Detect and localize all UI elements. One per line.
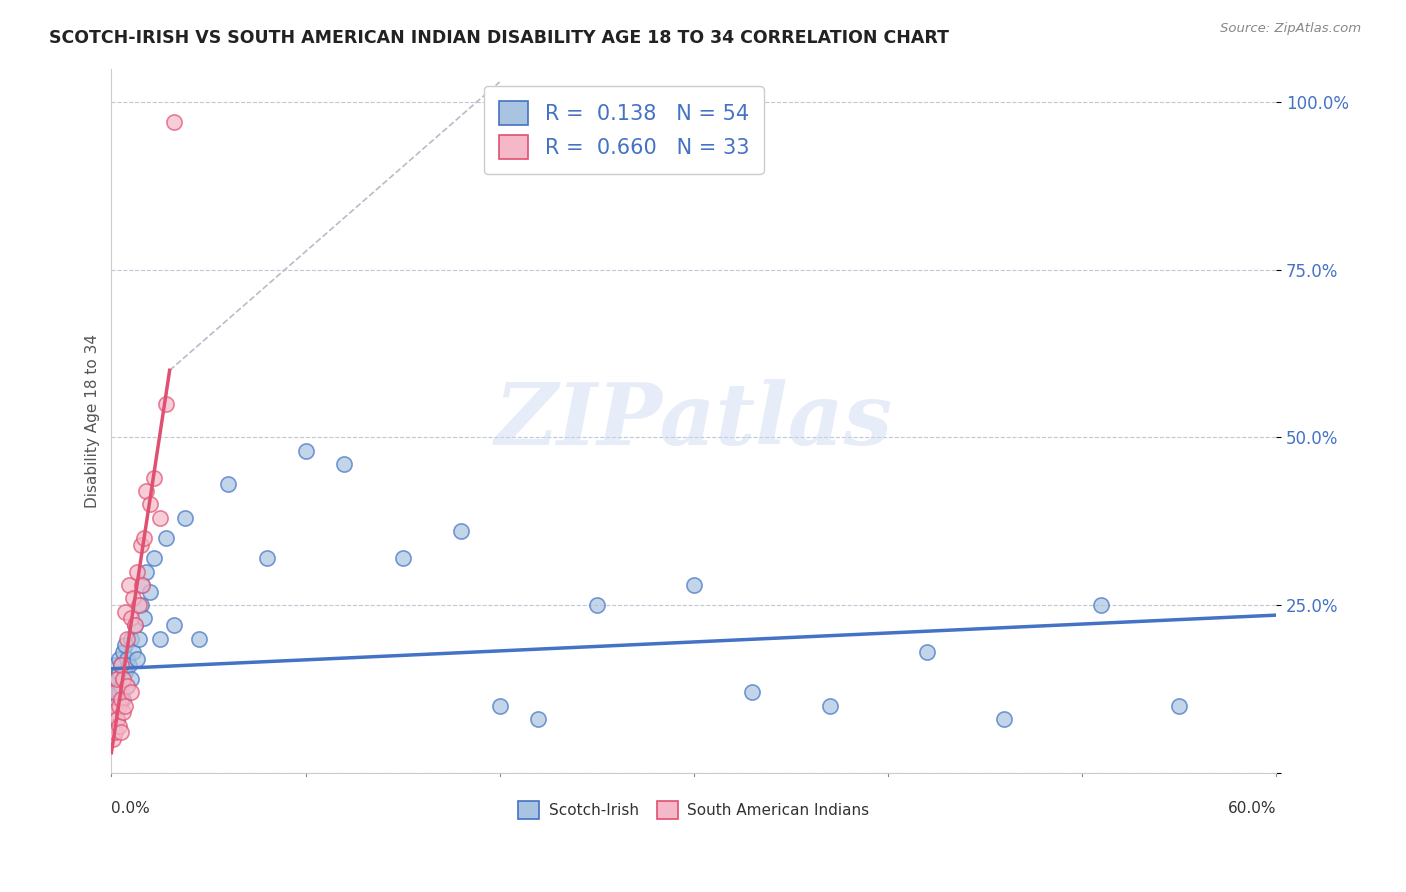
Point — [104, 679, 127, 693]
Point — [488, 698, 510, 713]
Point — [115, 679, 138, 693]
Point — [110, 725, 132, 739]
Point — [118, 658, 141, 673]
Text: SCOTCH-IRISH VS SOUTH AMERICAN INDIAN DISABILITY AGE 18 TO 34 CORRELATION CHART: SCOTCH-IRISH VS SOUTH AMERICAN INDIAN DI… — [49, 29, 949, 46]
Point — [1090, 598, 1112, 612]
Point — [115, 651, 138, 665]
Point — [818, 698, 841, 713]
Point — [139, 584, 162, 599]
Point — [124, 618, 146, 632]
Point — [129, 538, 152, 552]
Point — [120, 685, 142, 699]
Point — [105, 685, 128, 699]
Point — [112, 692, 135, 706]
Point — [128, 598, 150, 612]
Point — [115, 679, 138, 693]
Point — [104, 685, 127, 699]
Point — [915, 645, 938, 659]
Point — [115, 632, 138, 646]
Point — [128, 632, 150, 646]
Point — [129, 598, 152, 612]
Y-axis label: Disability Age 18 to 34: Disability Age 18 to 34 — [86, 334, 100, 508]
Point — [105, 712, 128, 726]
Point — [294, 443, 316, 458]
Point — [125, 565, 148, 579]
Point — [114, 638, 136, 652]
Point — [121, 645, 143, 659]
Legend: Scotch-Irish, South American Indians: Scotch-Irish, South American Indians — [512, 795, 876, 825]
Point — [155, 397, 177, 411]
Point — [108, 719, 131, 733]
Point — [105, 712, 128, 726]
Point — [103, 732, 125, 747]
Point — [131, 578, 153, 592]
Point — [108, 665, 131, 680]
Point — [993, 712, 1015, 726]
Point — [125, 651, 148, 665]
Point — [120, 672, 142, 686]
Point — [104, 658, 127, 673]
Point — [110, 658, 132, 673]
Point — [155, 531, 177, 545]
Point — [103, 672, 125, 686]
Point — [135, 484, 157, 499]
Point — [149, 511, 172, 525]
Point — [333, 457, 356, 471]
Point — [112, 672, 135, 686]
Point — [143, 551, 166, 566]
Point — [162, 618, 184, 632]
Point — [114, 605, 136, 619]
Point — [121, 591, 143, 606]
Point — [112, 672, 135, 686]
Point — [103, 692, 125, 706]
Point — [139, 498, 162, 512]
Point — [741, 685, 763, 699]
Point — [114, 698, 136, 713]
Point — [104, 698, 127, 713]
Point — [174, 511, 197, 525]
Point — [105, 672, 128, 686]
Point — [391, 551, 413, 566]
Point — [112, 706, 135, 720]
Point — [217, 477, 239, 491]
Point — [124, 618, 146, 632]
Point — [450, 524, 472, 539]
Point — [143, 470, 166, 484]
Point — [104, 725, 127, 739]
Point — [527, 712, 550, 726]
Text: ZIPatlas: ZIPatlas — [495, 379, 893, 462]
Point — [256, 551, 278, 566]
Point — [110, 679, 132, 693]
Text: Source: ZipAtlas.com: Source: ZipAtlas.com — [1220, 22, 1361, 36]
Point — [1168, 698, 1191, 713]
Point — [108, 651, 131, 665]
Text: 60.0%: 60.0% — [1227, 801, 1277, 816]
Point — [108, 685, 131, 699]
Point — [112, 645, 135, 659]
Point — [110, 692, 132, 706]
Point — [103, 706, 125, 720]
Point — [118, 578, 141, 592]
Point — [114, 665, 136, 680]
Point — [134, 611, 156, 625]
Point — [149, 632, 172, 646]
Point — [134, 531, 156, 545]
Point — [187, 632, 209, 646]
Point — [162, 115, 184, 129]
Point — [108, 698, 131, 713]
Text: 0.0%: 0.0% — [111, 801, 150, 816]
Point — [105, 672, 128, 686]
Point — [135, 565, 157, 579]
Point — [120, 632, 142, 646]
Point — [131, 578, 153, 592]
Point — [682, 578, 704, 592]
Point — [120, 611, 142, 625]
Point — [110, 658, 132, 673]
Point — [585, 598, 607, 612]
